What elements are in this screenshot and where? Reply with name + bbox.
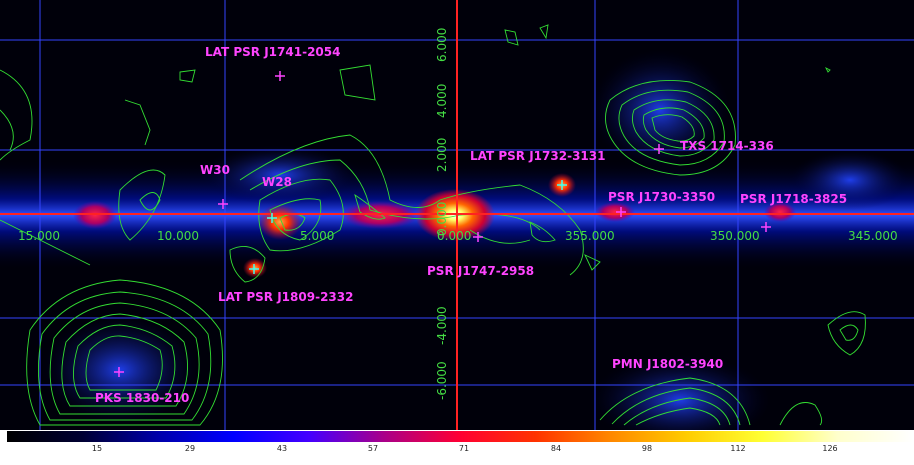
- source-label-txs-1714-336: TXS 1714-336: [680, 139, 774, 153]
- longitude-tick-labels: 15.000 10.000 5.000 0.000 355.000 350.00…: [18, 229, 898, 243]
- galactic-axes: [0, 0, 914, 430]
- source-label-w30: W30: [200, 163, 230, 177]
- source-marker-psr-j1718-3825: [761, 222, 771, 232]
- source-label-w28: W28: [262, 175, 292, 189]
- source-labels: LAT PSR J1741-2054 LAT PSR J1732-3131 TX…: [95, 45, 847, 405]
- contour-lines: [0, 24, 866, 426]
- source-marker-lat-psr-j1809-2332: [249, 264, 259, 274]
- sky-map: 15.000 10.000 5.000 0.000 355.000 350.00…: [0, 0, 914, 430]
- source-marker-psr-j1730-3350: [616, 207, 626, 217]
- source-label-psr-j1718-3825: PSR J1718-3825: [740, 192, 847, 206]
- lon-tick-label: 15.000: [18, 229, 60, 243]
- source-label-psr-j1747-2958: PSR J1747-2958: [427, 264, 534, 278]
- lat-tick-label: -4.000: [435, 306, 449, 345]
- colorbar-tick-labels: 15 29 43 57 71 84 98 112 126: [0, 444, 914, 462]
- source-marker-w28: [267, 213, 277, 223]
- contour-cluster-txs: [605, 80, 736, 176]
- lon-tick-label: 0.000: [437, 229, 471, 243]
- source-marker-pks-1830-210: [114, 367, 124, 377]
- colorbar-tick: 126: [822, 444, 838, 453]
- colorbar: [7, 431, 913, 442]
- contour-cluster-pmn: [599, 377, 823, 426]
- source-label-pks-1830-210: PKS 1830-210: [95, 391, 189, 405]
- lon-tick-label: 345.000: [848, 229, 898, 243]
- colorbar-tick: 98: [641, 444, 653, 453]
- colorbar-tick: 112: [730, 444, 746, 453]
- lat-tick-label: 2.000: [435, 138, 449, 172]
- diffuse-emission: [40, 50, 910, 430]
- lon-tick-label: 10.000: [157, 229, 199, 243]
- colorbar-tick: 29: [184, 444, 196, 453]
- source-label-lat-psr-j1732-3131: LAT PSR J1732-3131: [470, 149, 605, 163]
- colorbar-tick: 15: [91, 444, 103, 453]
- lon-tick-label: 350.000: [710, 229, 760, 243]
- source-label-pmn-j1802-3940: PMN J1802-3940: [612, 357, 723, 371]
- latitude-tick-labels: 6.000 4.000 2.000 0.000 -4.000 -6.000: [435, 28, 449, 400]
- source-marker-txs-1714-336: [654, 144, 664, 154]
- colorbar-tick: 84: [550, 444, 562, 453]
- source-marker-lat-psr-j1741-2054: [275, 71, 285, 81]
- colorbar-panel: 15 29 43 57 71 84 98 112 126: [0, 430, 914, 465]
- source-marker-lat-psr-j1732-3131: [557, 180, 567, 190]
- lat-tick-label: 6.000: [435, 28, 449, 62]
- source-markers: [114, 71, 771, 377]
- lat-tick-label: 4.000: [435, 84, 449, 118]
- colorbar-tick: 43: [276, 444, 288, 453]
- colorbar-tick: 71: [458, 444, 470, 453]
- lon-tick-label: 355.000: [565, 229, 615, 243]
- source-label-lat-psr-j1741-2054: LAT PSR J1741-2054: [205, 45, 340, 59]
- source-marker-w30: [218, 199, 228, 209]
- source-marker-psr-j1747-2958: [473, 232, 483, 242]
- colorbar-tick: 57: [367, 444, 379, 453]
- contour-cluster-pks: [26, 279, 223, 426]
- source-label-psr-j1730-3350: PSR J1730-3350: [608, 190, 715, 204]
- lat-tick-label: -6.000: [435, 361, 449, 400]
- source-label-lat-psr-j1809-2332: LAT PSR J1809-2332: [218, 290, 353, 304]
- lat-tick-label: 0.000: [435, 202, 449, 236]
- lon-tick-label: 5.000: [300, 229, 334, 243]
